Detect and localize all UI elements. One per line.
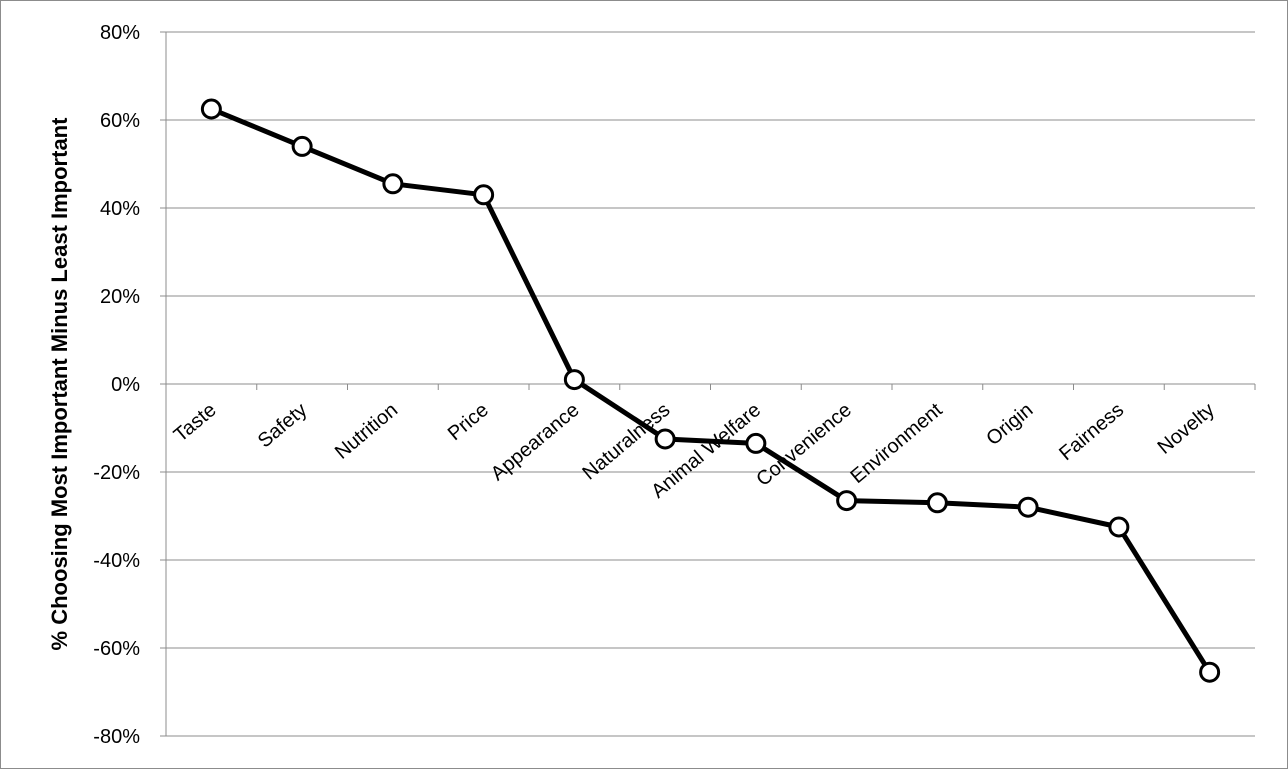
x-category-label: Environment [846,399,946,488]
y-tick-label: -80% [93,726,140,748]
y-tick-label: -40% [93,550,140,572]
x-category-label: Convenience [752,399,856,491]
series-line [210,106,1212,674]
data-point [1108,516,1130,538]
x-category-label: Nutrition [331,399,402,464]
y-tick-label: 40% [100,198,140,220]
data-point [200,98,222,120]
y-axis-title: % Choosing Most Important Minus Least Im… [47,117,72,651]
data-point [382,173,404,195]
data-point [563,369,585,391]
data-series [200,98,1221,683]
axes [160,31,1256,737]
x-category-label: Safety [254,399,312,452]
y-tick-label: 60% [100,110,140,132]
x-category-label: Price [444,399,493,445]
data-point [1199,661,1221,683]
x-category-label: Origin [982,399,1037,450]
x-category-label: Fairness [1055,399,1128,465]
y-tick-label: -60% [93,638,140,660]
y-tick-label: 20% [100,286,140,308]
data-point [836,490,858,512]
data-point [1017,496,1039,518]
x-category-labels: Taste Safety Nutrition PriceAppearanceNatur… [170,399,1219,503]
x-category-label: Taste [170,399,221,447]
y-tick-label: 0% [111,374,140,396]
x-category-label: Novelty [1154,399,1219,459]
y-tick-labels: 80% 60% 40% 20% 0% -20% -40% -60% -80% [93,22,140,748]
data-point [926,492,948,514]
data-point [654,428,676,450]
data-point [473,184,495,206]
data-point [291,135,313,157]
y-tick-label: -20% [93,462,140,484]
data-point [745,432,767,454]
y-tick-label: 80% [100,22,140,44]
